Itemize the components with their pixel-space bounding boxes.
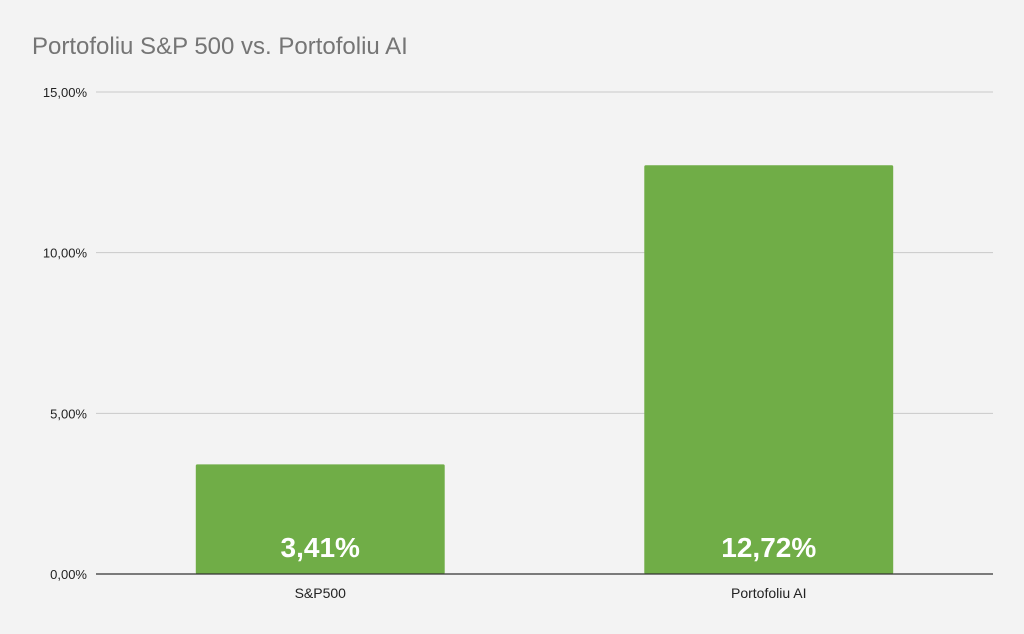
x-category-label: S&P500 <box>295 585 347 601</box>
bar-data-label: 3,41% <box>281 532 360 563</box>
chart-title: Portofoliu S&P 500 vs. Portofoliu AI <box>32 33 408 60</box>
bar <box>644 165 894 575</box>
y-tick-label: 10,00% <box>43 246 88 261</box>
axes: 0,00% 5,00% 10,00% 15,00% S&P500 Portofoliu A… <box>43 85 993 601</box>
bars: 3,41% 12,72% <box>195 165 894 575</box>
bar-data-label: 12,72% <box>721 532 816 563</box>
y-tick-label: 5,00% <box>50 406 87 421</box>
bar <box>195 464 445 574</box>
y-tick-label: 15,00% <box>43 85 88 100</box>
y-tick-label: 0,00% <box>50 567 87 582</box>
x-category-label: Portofoliu AI <box>731 585 807 601</box>
